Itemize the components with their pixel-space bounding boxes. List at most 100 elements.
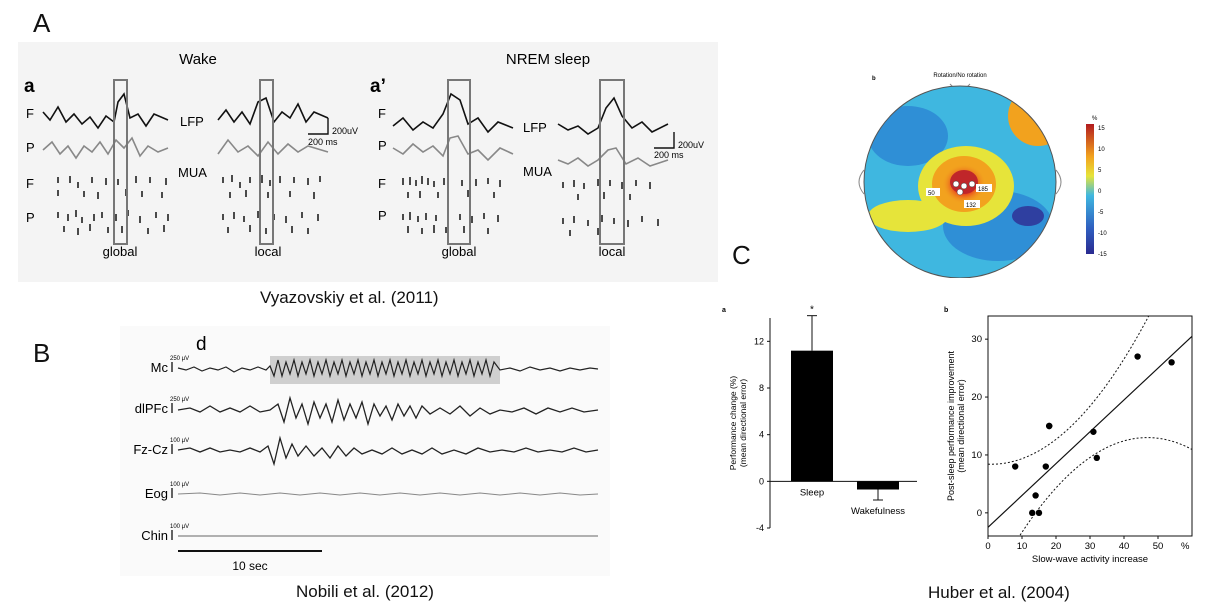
scale-eog: 100 μV xyxy=(170,482,189,488)
scatter-x-unit: % xyxy=(1181,541,1190,552)
bar-y-axis-label-line: (mean directional error) xyxy=(738,379,748,468)
sub-d: d xyxy=(196,334,207,355)
wake-local-window xyxy=(259,79,274,245)
wake-p-trace-2 xyxy=(217,138,329,158)
wake-f-label-2: F xyxy=(26,176,34,191)
scatter-point xyxy=(1090,428,1097,435)
channel-chin: Chin xyxy=(141,528,168,543)
nrem-p-trace xyxy=(392,135,514,162)
wake-f-label: F xyxy=(26,106,34,121)
colorbar-tick: -5 xyxy=(1098,210,1104,216)
bar-y-tick-label: 8 xyxy=(759,383,764,393)
trace-fzcz xyxy=(177,435,599,467)
scatter-point xyxy=(1032,492,1039,499)
sub-a2: a’ xyxy=(370,76,386,97)
scatter-y-axis-label: Post-sleep performance improvement(mean … xyxy=(946,350,966,501)
scatter-y-axis-label-line: (mean directional error) xyxy=(956,379,966,473)
wake-p-trace xyxy=(42,136,169,160)
wake-scale-uv: 200uV xyxy=(332,126,358,136)
trace-eog xyxy=(177,492,599,496)
trace-mc xyxy=(177,357,599,379)
scatter-point xyxy=(1168,359,1175,366)
nrem-local-window xyxy=(599,79,625,245)
wake-scale-bar xyxy=(308,118,329,135)
bar-y-tick-label: -4 xyxy=(756,523,764,533)
scatter-point xyxy=(1042,463,1049,470)
colorbar-tick: 0 xyxy=(1098,189,1102,195)
topo-value-132: 132 xyxy=(966,203,977,209)
bar-chart: a -4 0 4 8 12 Performance change (%)(mean dir… xyxy=(722,305,917,533)
electrode-marker xyxy=(952,180,960,188)
nrem-f-label: F xyxy=(378,106,386,121)
wake-global-label: global xyxy=(103,244,138,259)
bar-chart-label: a xyxy=(722,307,726,314)
scatter-y-tick-label: 0 xyxy=(977,508,982,519)
topo-title: Rotation/No rotation xyxy=(933,73,986,79)
scale-fzcz: 100 μV xyxy=(170,438,189,444)
scatter-point xyxy=(1046,422,1053,430)
bar-category-label: Wakefulness xyxy=(851,506,905,517)
nrem-global-window xyxy=(447,79,471,245)
bar-y-tick-label: 4 xyxy=(759,430,764,440)
scatter-x-tick-label: 30 xyxy=(1085,541,1096,552)
scatter-y-tick-label: 30 xyxy=(971,334,982,345)
nrem-local-label: local xyxy=(599,244,626,259)
scatter-y-axis-label-line: Post-sleep performance improvement xyxy=(946,350,956,501)
channel-fzcz: Fz-Cz xyxy=(133,442,168,457)
scale-chin: 100 μV xyxy=(170,524,189,530)
bar-y-tick-label: 12 xyxy=(754,336,764,346)
colorbar-tick: -15 xyxy=(1098,252,1107,258)
colorbar-tick: 15 xyxy=(1098,126,1105,132)
nrem-lfp-label: LFP xyxy=(523,120,547,135)
nrem-lfp-trace xyxy=(392,92,514,134)
nrem-mua-label: MUA xyxy=(523,164,552,179)
scatter-x-axis-label: Slow-wave activity increase xyxy=(1032,554,1148,565)
wake-scale-ms: 200 ms xyxy=(308,137,338,147)
bar-y-axis-label-line: Performance change (%) xyxy=(728,376,738,471)
channel-dlpfc: dlPFc xyxy=(135,401,169,416)
channel-mc: Mc xyxy=(151,360,169,375)
nrem-global-label: global xyxy=(442,244,477,259)
caption-vyazovskiy: Vyazovskiy et al. (2011) xyxy=(260,288,439,307)
scatter-point xyxy=(1134,353,1141,360)
bar-y-axis-label: Performance change (%)(mean directional … xyxy=(728,376,748,471)
scatter-frame xyxy=(987,315,1193,537)
bar-category-label: Sleep xyxy=(800,487,824,498)
left-ear xyxy=(858,169,865,195)
scatter-fit-group xyxy=(988,316,1192,536)
bar-significance-star: * xyxy=(810,305,814,316)
scatter-chart-label: b xyxy=(944,307,948,314)
topo-label: b xyxy=(872,76,876,82)
colorbar-tick: 5 xyxy=(1098,168,1102,174)
panel-b-figure: d Mc dlPFc Fz-Cz Eog Chin 250 μV 250 μV … xyxy=(120,326,610,576)
scatter-confidence-upper xyxy=(988,316,1150,465)
scatter-confidence-lower xyxy=(1018,437,1192,536)
nrem-p-trace-2 xyxy=(557,147,669,167)
scatter-fit-line xyxy=(988,335,1192,528)
scatter-point xyxy=(1012,463,1019,470)
scale-mc: 250 μV xyxy=(170,356,189,362)
nrem-f-label-2: F xyxy=(378,176,386,191)
topo-map: b Rotation/No rotation 50 185 132 xyxy=(858,73,1107,278)
wake-mua-label: MUA xyxy=(178,165,207,180)
topo-value-50: 50 xyxy=(928,191,935,197)
colorbar-unit: % xyxy=(1092,116,1098,122)
electrode-marker xyxy=(956,188,964,196)
wake-lfp-trace-2 xyxy=(217,96,329,126)
channel-eog: Eog xyxy=(145,486,168,501)
trace-dlpfc xyxy=(177,395,599,427)
scatter-point xyxy=(1093,454,1100,462)
scale-dlpfc: 250 μV xyxy=(170,397,189,403)
scatter-point xyxy=(1029,509,1036,517)
panel-a-figure: Wake NREM sleep a a’ F P F P LFP MUA glo… xyxy=(18,42,718,282)
wake-p-label-2: P xyxy=(26,210,35,225)
nrem-scale-bar xyxy=(654,132,675,149)
panel-b-letter: B xyxy=(33,338,51,368)
scatter-x-tick-label: 20 xyxy=(1051,541,1062,552)
electrode-marker xyxy=(960,182,968,190)
colorbar-tick: 10 xyxy=(1098,147,1105,153)
wake-lfp-label: LFP xyxy=(180,114,204,129)
scatter-y-tick-label: 10 xyxy=(971,450,982,461)
colorbar xyxy=(1086,124,1094,254)
nrem-raster xyxy=(402,176,659,236)
